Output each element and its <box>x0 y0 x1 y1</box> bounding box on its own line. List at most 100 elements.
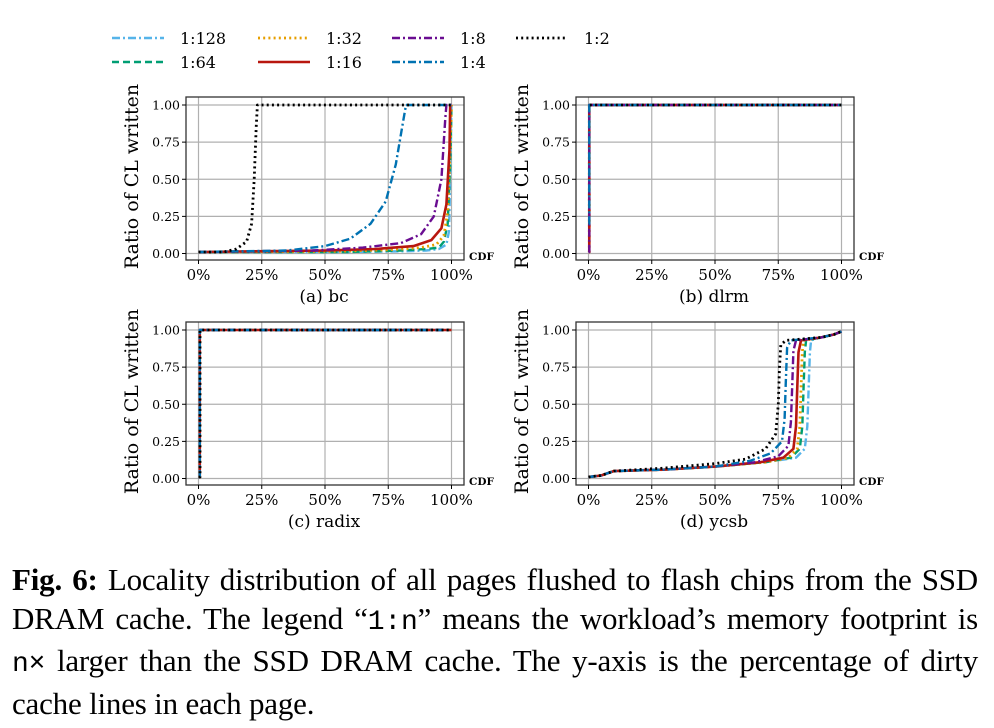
legend-label: 1:4 <box>460 53 486 72</box>
legend-label: 1:64 <box>180 53 216 72</box>
legend-label: 1:2 <box>584 29 610 48</box>
legend-item-1-32: 1:32 <box>258 29 362 48</box>
axes: 0% 25% 50% 75% 100% 0.00 0.25 0.50 0.75 1.00 CDF Ra… <box>511 84 884 307</box>
y-tick-label: 0.25 <box>152 434 180 449</box>
caption-text-3: larger than the SSD DRAM cache. The y-ax… <box>12 643 978 721</box>
series-line-1-128 <box>198 104 453 254</box>
x-tick-label: 50% <box>698 266 731 284</box>
panel-title: (c) radix <box>288 512 361 532</box>
y-tick-label: 0.25 <box>542 209 570 224</box>
x-tick-label: 0% <box>577 491 601 509</box>
panels: 0% 25% 50% 75% 100% 0.00 0.25 0.50 0.75 1.00 CDF Ra… <box>121 84 884 532</box>
panel-3: 0% 25% 50% 75% 100% 0.00 0.25 0.50 0.75 1.00 CDF Ra… <box>121 309 494 532</box>
caption-label: Fig. 6: <box>12 562 98 597</box>
y-tick-label: 0.75 <box>542 360 570 375</box>
panel-title: (d) ycsb <box>680 512 748 532</box>
y-axis-label: Ratio of CL written <box>121 309 143 494</box>
series-line-1-2 <box>588 330 843 479</box>
caption-text-2: ” means the workload’s memory footprint … <box>417 600 979 636</box>
legend: 1:128 1:64 1:32 1:16 1:8 1:4 1:2 <box>112 29 610 72</box>
y-axis-label: Ratio of CL written <box>121 84 143 269</box>
x-tick-label: 100% <box>430 266 473 284</box>
x-tick-label: 75% <box>372 491 405 509</box>
legend-item-1-2: 1:2 <box>516 29 610 48</box>
y-tick-label: 0.00 <box>152 471 180 486</box>
series-group <box>198 328 452 479</box>
series-line-1-64 <box>198 104 453 254</box>
y-tick-label: 0.50 <box>152 397 180 412</box>
y-tick-label: 0.75 <box>542 135 570 150</box>
panel-1: 0% 25% 50% 75% 100% 0.00 0.25 0.50 0.75 1.00 CDF Ra… <box>121 84 494 307</box>
y-tick-label: 0.50 <box>542 397 570 412</box>
legend-item-1-8: 1:8 <box>392 29 486 48</box>
y-tick-label: 0.25 <box>542 434 570 449</box>
legend-item-1-128: 1:128 <box>112 29 226 48</box>
legend-item-1-64: 1:64 <box>112 53 216 72</box>
legend-item-1-4: 1:4 <box>392 53 486 72</box>
legend-label: 1:128 <box>180 29 226 48</box>
x-axis-label: CDF <box>859 251 884 263</box>
y-tick-label: 0.25 <box>152 209 180 224</box>
x-tick-label: 100% <box>820 491 863 509</box>
x-tick-label: 50% <box>308 491 341 509</box>
axes: 0% 25% 50% 75% 100% 0.00 0.25 0.50 0.75 1.00 CDF Ra… <box>121 309 494 532</box>
series-line-1-4 <box>198 103 452 254</box>
axes: 0% 25% 50% 75% 100% 0.00 0.25 0.50 0.75 1.00 CDF Ra… <box>511 309 884 532</box>
x-tick-label: 25% <box>635 491 668 509</box>
y-tick-label: 0.50 <box>152 172 180 187</box>
y-axis-label: Ratio of CL written <box>511 84 533 269</box>
legend-label: 1:8 <box>460 29 486 48</box>
y-tick-label: 0.75 <box>152 135 180 150</box>
panel-4: 0% 25% 50% 75% 100% 0.00 0.25 0.50 0.75 1.00 CDF Ra… <box>511 309 884 532</box>
y-tick-label: 1.00 <box>542 98 570 113</box>
series-group <box>198 103 453 254</box>
x-tick-label: 75% <box>762 491 795 509</box>
caption-code-1: 1:n <box>367 606 418 638</box>
grid <box>186 97 464 260</box>
x-axis-label: CDF <box>469 476 494 488</box>
series-group <box>587 103 842 254</box>
legend-label: 1:32 <box>326 29 362 48</box>
panel-2: 0% 25% 50% 75% 100% 0.00 0.25 0.50 0.75 1.00 CDF Ra… <box>511 84 884 307</box>
x-tick-label: 100% <box>430 491 473 509</box>
legend-label: 1:16 <box>326 53 362 72</box>
x-tick-label: 0% <box>187 491 211 509</box>
x-tick-label: 50% <box>698 491 731 509</box>
axes: 0% 25% 50% 75% 100% 0.00 0.25 0.50 0.75 1.00 CDF Ra… <box>121 84 494 307</box>
grid <box>576 97 854 260</box>
x-tick-label: 75% <box>762 266 795 284</box>
x-tick-label: 0% <box>187 266 211 284</box>
grid <box>186 322 464 485</box>
y-tick-label: 1.00 <box>152 323 180 338</box>
figure-caption: Fig. 6: Locality distribution of all pag… <box>12 561 978 723</box>
y-tick-label: 0.50 <box>542 172 570 187</box>
x-tick-label: 25% <box>245 491 278 509</box>
series-line-1-2 <box>198 328 452 479</box>
y-axis-label: Ratio of CL written <box>511 309 533 494</box>
y-tick-label: 0.00 <box>542 471 570 486</box>
caption-code-2: n× <box>12 649 46 680</box>
series-group <box>588 330 843 479</box>
series-line-1-16 <box>198 103 452 254</box>
series-line-1-8 <box>198 103 452 254</box>
panel-title: (a) bc <box>299 287 348 307</box>
x-tick-label: 25% <box>635 266 668 284</box>
x-tick-label: 25% <box>245 266 278 284</box>
caption-text-1: Locality distribution of all pages flush… <box>12 562 978 636</box>
x-tick-label: 50% <box>308 266 341 284</box>
x-axis-label: CDF <box>859 476 884 488</box>
x-tick-label: 100% <box>820 266 863 284</box>
x-tick-label: 0% <box>577 266 601 284</box>
legend-item-1-16: 1:16 <box>258 53 362 72</box>
figure-6: 1:128 1:64 1:32 1:16 1:8 1:4 1:2 0% 25% 50% 75% 10… <box>112 29 884 532</box>
series-line-1-2 <box>198 103 452 254</box>
grid <box>576 322 854 485</box>
panel-title: (b) dlrm <box>679 287 749 307</box>
y-tick-label: 1.00 <box>152 98 180 113</box>
y-tick-label: 1.00 <box>542 323 570 338</box>
y-tick-label: 0.00 <box>542 246 570 261</box>
x-axis-label: CDF <box>469 251 494 263</box>
x-tick-label: 75% <box>372 266 405 284</box>
y-tick-label: 0.00 <box>152 246 180 261</box>
y-tick-label: 0.75 <box>152 360 180 375</box>
